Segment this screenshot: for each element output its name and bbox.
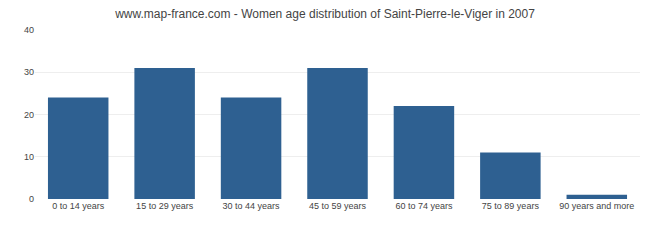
svg-text:15 to 29 years: 15 to 29 years (136, 201, 194, 211)
svg-text:90 years and more: 90 years and more (559, 201, 634, 211)
svg-text:0: 0 (29, 194, 34, 204)
svg-text:www.map-france.com - Women age: www.map-france.com - Women age distribut… (114, 7, 535, 21)
svg-text:30 to 44 years: 30 to 44 years (223, 201, 281, 211)
svg-text:30: 30 (24, 67, 34, 77)
svg-text:10: 10 (24, 152, 34, 162)
svg-text:0 to 14 years: 0 to 14 years (52, 201, 105, 211)
svg-text:45 to 59 years: 45 to 59 years (309, 201, 367, 211)
svg-text:40: 40 (24, 25, 34, 35)
svg-text:60 to 74 years: 60 to 74 years (395, 201, 453, 211)
svg-text:20: 20 (24, 110, 34, 120)
svg-text:75 to 89 years: 75 to 89 years (482, 201, 540, 211)
